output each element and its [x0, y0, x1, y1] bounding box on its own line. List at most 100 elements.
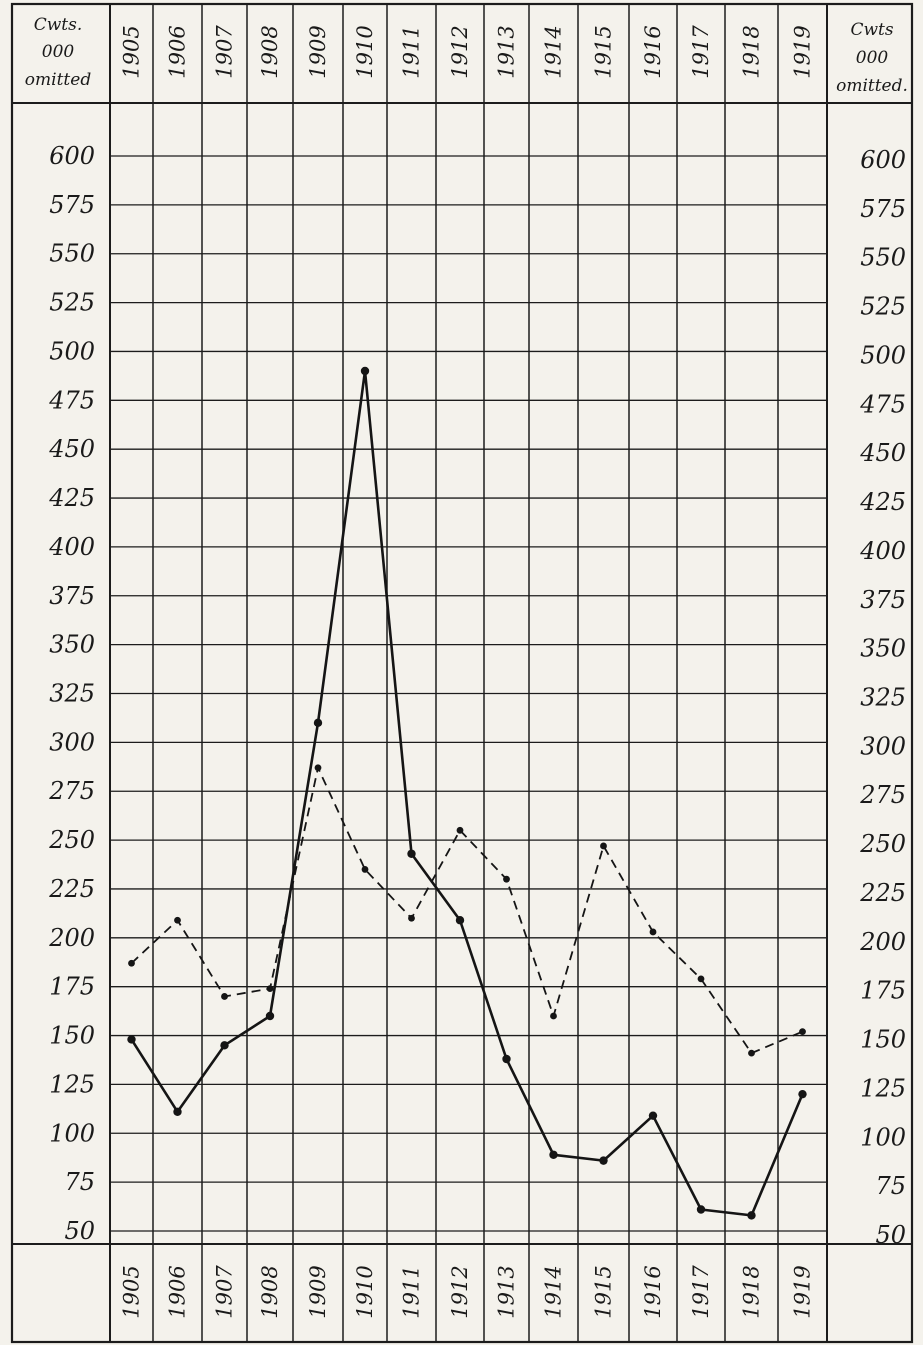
data-point-solid [502, 1054, 511, 1064]
y-tick-label-left: 150 [49, 1022, 95, 1050]
y-tick-label-left: 300 [49, 728, 95, 756]
x-tick-label-top: 1906 [166, 25, 190, 78]
data-point-solid [455, 916, 465, 925]
y-tick-label-right: 300 [860, 732, 906, 760]
data-point-solid [360, 366, 370, 376]
x-tick-label-top: 1917 [689, 25, 713, 79]
y-tick-label-right: 350 [860, 635, 906, 663]
x-tick-label-top: 1907 [213, 25, 237, 79]
y-tick-label-right: 100 [860, 1123, 906, 1151]
data-point-dashed [503, 875, 510, 883]
y-tick-label-right: 150 [860, 1026, 906, 1054]
data-point-dashed [314, 764, 322, 772]
data-point-solid [220, 1041, 229, 1050]
y-tick-labels: 600 600 575 575 550 550 525 525 500 500 475 475 450 4… [48, 142, 906, 1249]
y-tick-label-right: 375 [860, 586, 906, 614]
data-point-dashed [748, 1049, 755, 1057]
data-point-dashed [174, 916, 181, 924]
y-tick-label-right: 575 [860, 195, 906, 223]
y-tick-label-right: 600 [860, 146, 906, 174]
y-tick-label-left: 275 [48, 777, 95, 805]
y-tick-label-left: 525 [49, 289, 95, 317]
x-tick-label-bottom: 1908 [258, 1265, 282, 1318]
data-point-dashed [550, 1012, 557, 1020]
data-point-dashed [266, 985, 274, 993]
y-tick-label-right: 450 [859, 439, 906, 467]
data-point-dashed [361, 866, 369, 873]
y-tick-label-left: 425 [48, 484, 95, 512]
x-tick-label-bottom: 1909 [306, 1265, 330, 1318]
data-point-solid [549, 1150, 558, 1159]
data-point-dashed [600, 842, 607, 850]
x-tick-label-top: 1918 [740, 25, 764, 78]
data-point-dashed [799, 1028, 806, 1036]
x-tick-labels: 1905 1905 1906 1906 1907 1907 1908 1908 1909 1909… [120, 25, 815, 1319]
y-tick-label-left: 375 [49, 582, 95, 610]
x-tick-label-bottom: 1910 [353, 1265, 377, 1318]
y-tick-label-right: 200 [859, 928, 906, 956]
y-tick-label-left: 200 [48, 924, 95, 952]
y-tick-label-left: 350 [49, 631, 95, 659]
data-point-solid [127, 1035, 136, 1044]
data-point-dashed [649, 928, 657, 936]
y-tick-label-right: 525 [860, 293, 906, 321]
unit-label-right-line2: 000 [856, 48, 889, 68]
x-tick-label-bottom: 1912 [448, 1265, 472, 1318]
x-tick-label-bottom: 1919 [791, 1265, 815, 1318]
data-point-dashed [128, 959, 135, 967]
x-tick-label-top: 1915 [592, 25, 616, 78]
unit-label-right-line1: Cwts [850, 20, 893, 40]
y-tick-label-left: 50 [64, 1217, 95, 1245]
y-tick-label-left: 575 [49, 191, 95, 219]
x-tick-label-top: 1916 [641, 25, 665, 78]
y-tick-label-left: 125 [49, 1070, 95, 1098]
y-tick-label-left: 100 [49, 1119, 95, 1147]
x-tick-label-bottom: 1916 [641, 1265, 665, 1318]
data-point-solid [313, 718, 323, 728]
y-tick-label-right: 475 [859, 390, 906, 418]
x-tick-label-bottom: 1911 [400, 1265, 424, 1318]
y-tick-label-right: 425 [859, 488, 906, 516]
x-tick-label-bottom: 1914 [542, 1265, 566, 1318]
data-points [127, 366, 807, 1220]
x-tick-label-top: 1911 [400, 25, 424, 78]
x-tick-label-top: 1912 [448, 25, 472, 78]
unit-label-right-line3: omitted. [836, 76, 908, 96]
x-tick-label-bottom: 1905 [120, 1265, 144, 1318]
data-point-solid [407, 849, 416, 858]
unit-label-left-line3: omitted [25, 70, 92, 90]
data-point-dashed [408, 914, 415, 922]
y-tick-label-right: 500 [860, 341, 906, 369]
x-tick-label-top: 1905 [120, 25, 144, 78]
y-tick-label-right: 325 [860, 684, 906, 712]
x-tick-label-top: 1909 [306, 25, 330, 78]
data-point-dashed [456, 826, 464, 834]
y-tick-label-right: 400 [859, 537, 906, 565]
y-tick-label-left: 75 [64, 1168, 95, 1196]
unit-label-left-line1: Cwts. [34, 15, 83, 35]
data-point-solid [173, 1107, 182, 1116]
series-line-dashed [130, 766, 803, 1055]
y-tick-label-left: 450 [48, 435, 95, 463]
y-tick-label-left: 475 [48, 386, 95, 414]
data-point-dashed [221, 993, 228, 1000]
y-tick-label-right: 275 [859, 781, 906, 809]
unit-label-left-line2: 000 [42, 42, 75, 62]
y-tick-label-right: 250 [859, 830, 906, 858]
y-tick-label-right: 175 [860, 977, 906, 1005]
x-tick-label-bottom: 1917 [689, 1265, 713, 1319]
y-tick-label-right: 225 [859, 879, 906, 907]
y-tick-label-left: 500 [49, 337, 95, 365]
y-tick-label-right: 550 [860, 244, 906, 272]
y-tick-label-left: 550 [49, 240, 95, 268]
y-tick-label-left: 250 [48, 826, 95, 854]
y-tick-label-right: 50 [875, 1221, 906, 1249]
y-tick-label-left: 325 [49, 680, 95, 708]
data-point-solid [265, 1011, 275, 1021]
y-tick-label-left: 175 [49, 973, 95, 1001]
chart-frame [10, 2, 914, 1344]
x-tick-label-top: 1914 [542, 25, 566, 78]
x-tick-label-bottom: 1918 [740, 1265, 764, 1318]
data-point-solid [648, 1111, 658, 1120]
